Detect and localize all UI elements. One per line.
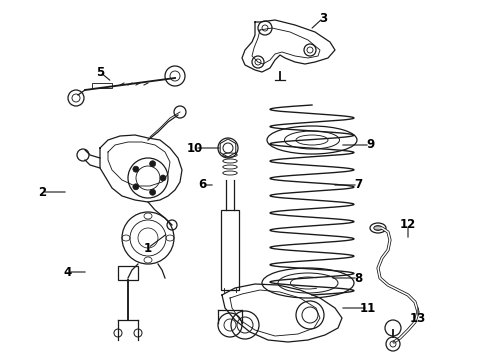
Bar [221,210,239,290]
Bar [118,266,138,280]
Bar [92,83,112,88]
Text: 12: 12 [400,219,416,231]
Text: 10: 10 [187,141,203,154]
Circle shape [160,175,166,181]
Text: 7: 7 [354,179,362,192]
Text: 1: 1 [144,242,152,255]
Circle shape [149,189,156,195]
Text: 13: 13 [410,311,426,324]
Text: 2: 2 [38,185,46,198]
Circle shape [133,166,139,172]
Text: 6: 6 [198,179,206,192]
Text: 9: 9 [366,139,374,152]
Circle shape [149,161,156,167]
Text: 11: 11 [360,302,376,315]
Text: 5: 5 [96,66,104,78]
Text: 4: 4 [64,266,72,279]
Text: 8: 8 [354,271,362,284]
Circle shape [133,184,139,190]
Text: 3: 3 [319,12,327,24]
